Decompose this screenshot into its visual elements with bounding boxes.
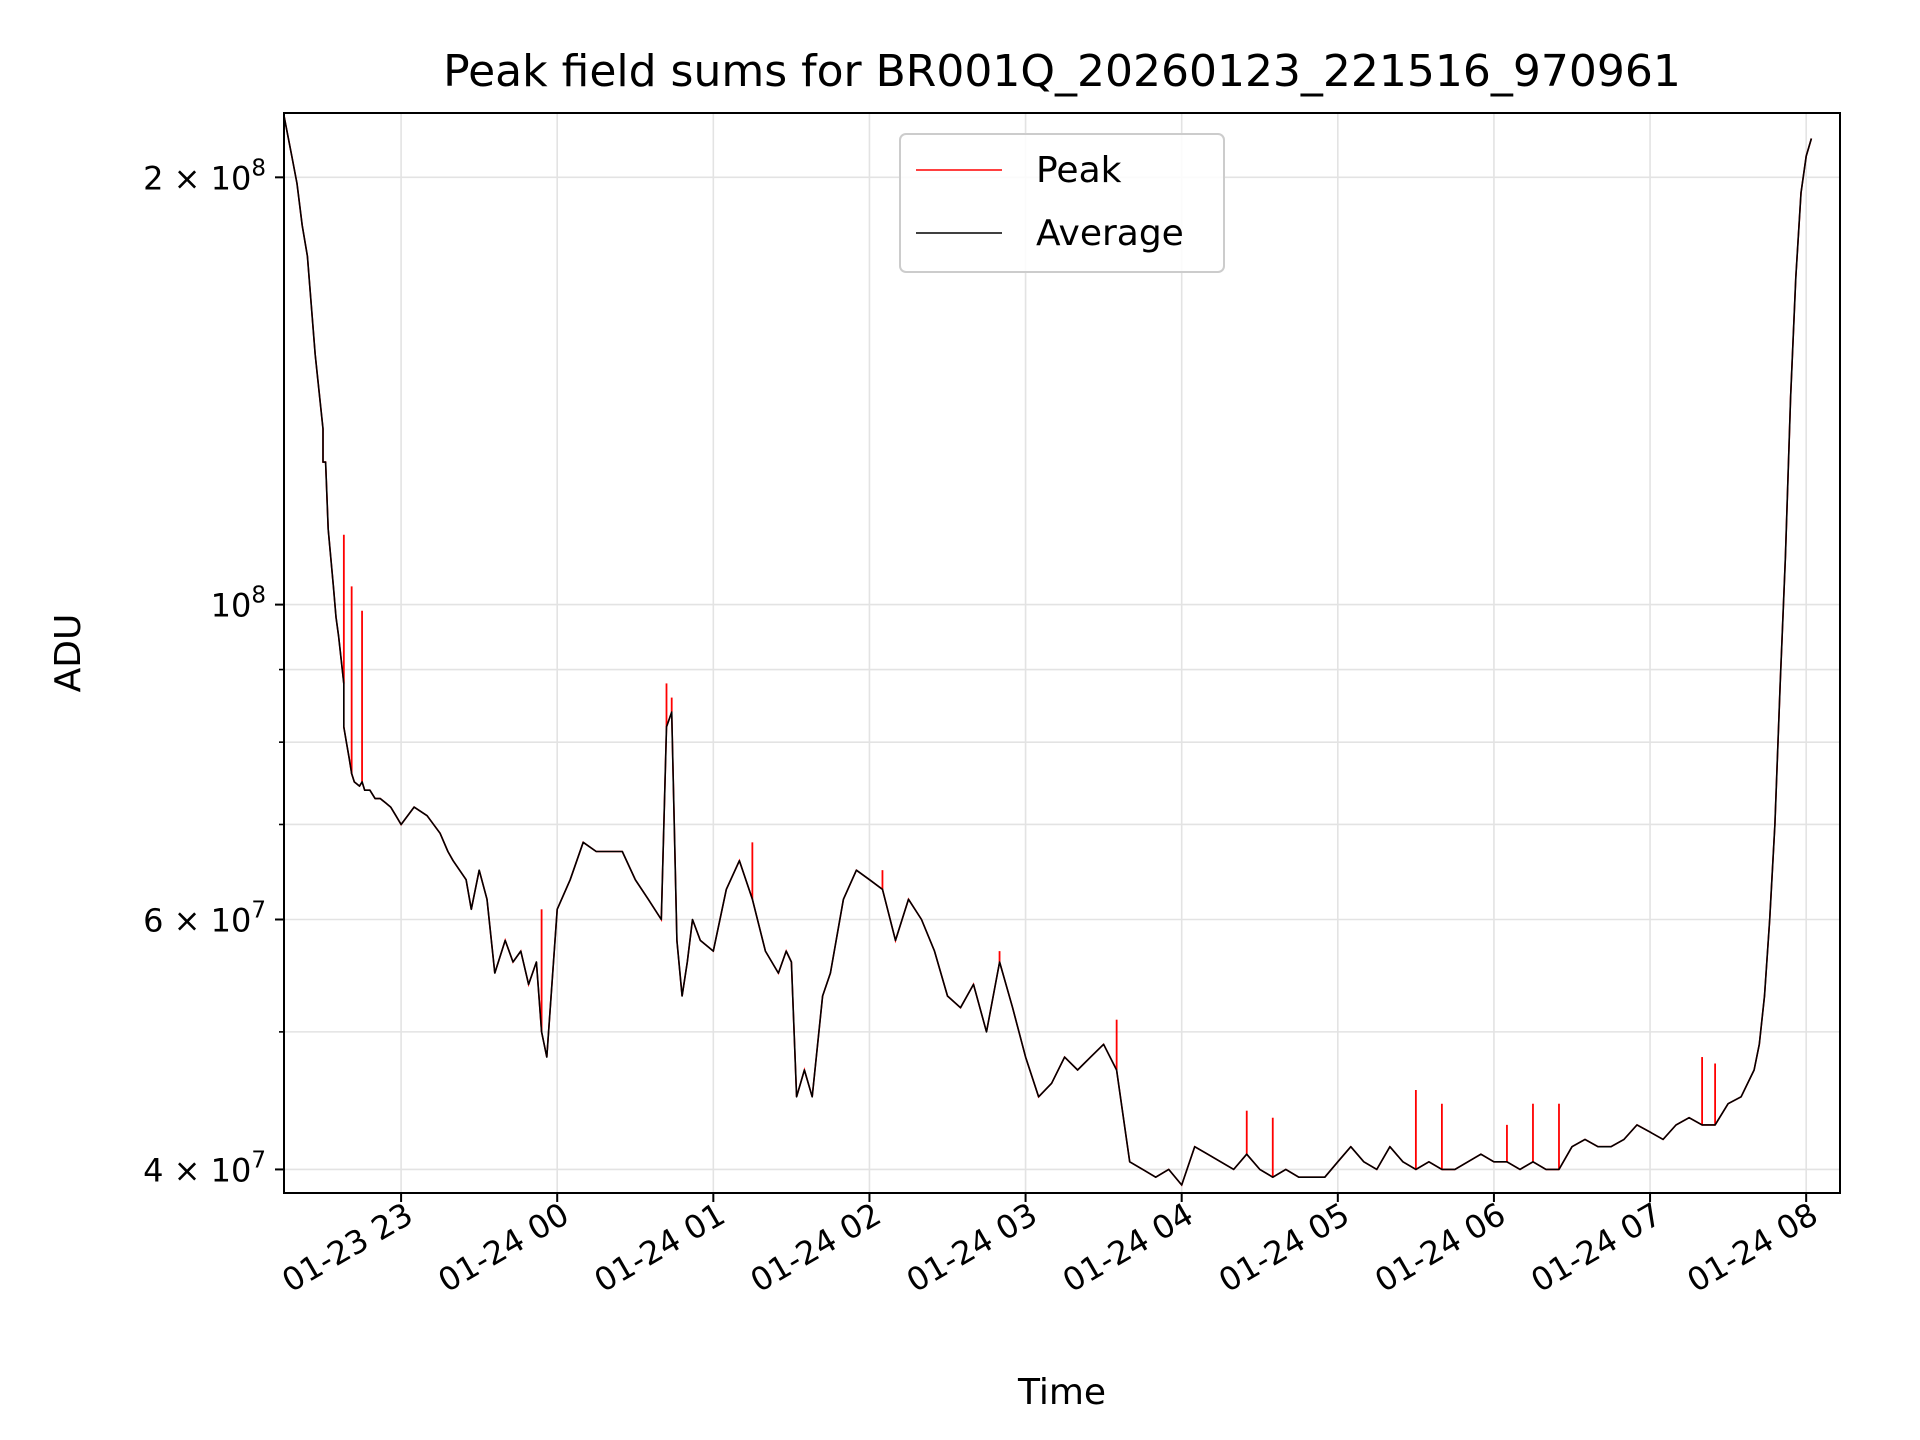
legend: Peak Average [899, 133, 1225, 273]
legend-label-average: Average [1036, 213, 1184, 254]
y-tick-label: 2 × 108 [143, 155, 266, 197]
y-tick-label: 6 × 107 [143, 897, 266, 939]
legend-label-peak: Peak [1036, 150, 1122, 191]
chart-title: Peak field sums for BR001Q_20260123_2215… [443, 46, 1681, 97]
x-axis-label: Time [1017, 1372, 1106, 1413]
grid [284, 113, 1840, 1193]
plot-frame [283, 112, 1841, 1194]
y-axis-label: ADU [48, 614, 89, 693]
y-tick-label: 4 × 107 [143, 1147, 266, 1189]
legend-box [899, 133, 1225, 273]
average-line [283, 115, 1813, 1186]
plot-series [283, 115, 1813, 1187]
y-tick-label: 108 [211, 583, 266, 625]
